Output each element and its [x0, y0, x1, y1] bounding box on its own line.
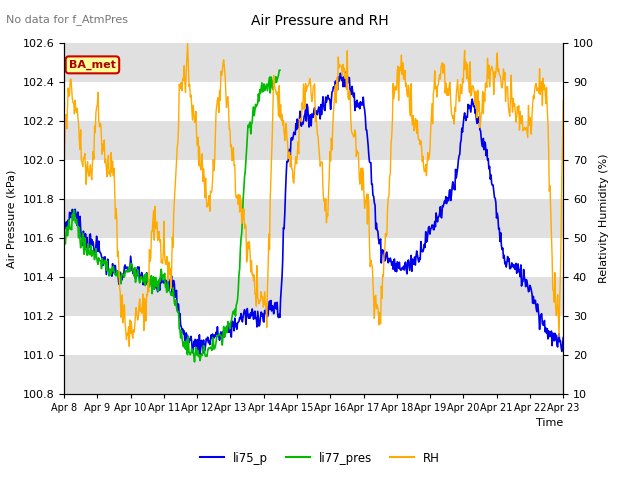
Bar: [64, 199, 563, 238]
Text: BA_met: BA_met: [69, 60, 116, 70]
Y-axis label: Air Pressure (kPa): Air Pressure (kPa): [7, 169, 17, 267]
Y-axis label: Relativity Humidity (%): Relativity Humidity (%): [600, 154, 609, 283]
Bar: [64, 277, 563, 316]
Legend: li75_p, li77_pres, RH: li75_p, li77_pres, RH: [195, 447, 445, 469]
Text: Air Pressure and RH: Air Pressure and RH: [251, 14, 389, 28]
X-axis label: Time: Time: [536, 418, 563, 428]
Text: No data for f_AtmPres: No data for f_AtmPres: [6, 14, 129, 25]
Bar: [64, 121, 563, 160]
Bar: [64, 43, 563, 82]
Bar: [64, 355, 563, 394]
